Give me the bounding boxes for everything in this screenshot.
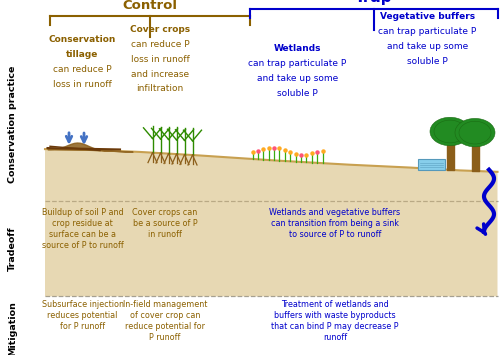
- Text: can reduce P: can reduce P: [130, 40, 190, 49]
- Circle shape: [459, 121, 491, 144]
- Text: can trap particulate P: can trap particulate P: [248, 59, 346, 68]
- Text: can reduce P: can reduce P: [53, 65, 112, 74]
- Circle shape: [434, 120, 466, 143]
- Text: soluble P: soluble P: [277, 89, 318, 98]
- Text: soluble P: soluble P: [407, 57, 448, 66]
- Text: Cover crops can
be a source of P
in runoff: Cover crops can be a source of P in runo…: [132, 208, 198, 239]
- Text: loss in runoff: loss in runoff: [53, 80, 112, 89]
- Text: In-field management
of cover crop can
reduce potential for
P runoff: In-field management of cover crop can re…: [123, 300, 207, 342]
- Text: Mitigation: Mitigation: [8, 301, 17, 355]
- Text: tillage: tillage: [66, 50, 98, 59]
- Text: and increase: and increase: [131, 70, 189, 78]
- Text: Subsurface injection
reduces potential
for P runoff: Subsurface injection reduces potential f…: [42, 300, 123, 331]
- Text: infiltration: infiltration: [136, 84, 184, 93]
- Text: can trap particulate P: can trap particulate P: [378, 27, 476, 36]
- Text: Conservation practice: Conservation practice: [8, 66, 17, 183]
- Text: Treatment of wetlands and
buffers with waste byproducts
that can bind P may decr: Treatment of wetlands and buffers with w…: [271, 300, 399, 342]
- Text: Cover crops: Cover crops: [130, 25, 190, 34]
- Text: Conservation: Conservation: [49, 36, 116, 44]
- Circle shape: [455, 119, 495, 147]
- Text: Control: Control: [122, 0, 178, 12]
- Text: Wetlands and vegetative buffers
can transition from being a sink
to source of P : Wetlands and vegetative buffers can tran…: [270, 208, 400, 239]
- Text: Wetlands: Wetlands: [274, 44, 321, 53]
- Circle shape: [430, 117, 470, 146]
- Text: loss in runoff: loss in runoff: [130, 55, 190, 64]
- Text: Tradeoff: Tradeoff: [8, 226, 17, 271]
- Text: Buildup of soil P and
crop residue at
surface can be a
source of P to runoff: Buildup of soil P and crop residue at su…: [42, 208, 123, 250]
- Text: Trap: Trap: [355, 0, 393, 5]
- Text: and take up some: and take up some: [257, 74, 338, 83]
- Polygon shape: [45, 149, 498, 296]
- Text: and take up some: and take up some: [387, 42, 468, 51]
- Text: Vegetative buffers: Vegetative buffers: [380, 12, 475, 21]
- FancyBboxPatch shape: [418, 159, 445, 170]
